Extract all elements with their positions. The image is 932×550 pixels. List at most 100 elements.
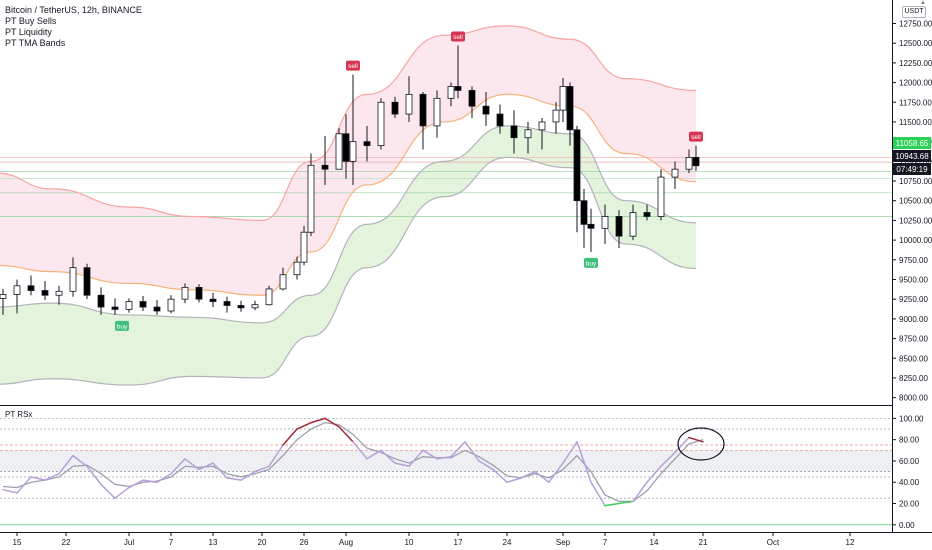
currency-badge[interactable]: USDT: [902, 6, 926, 18]
rsx-segment: [310, 417, 326, 424]
indicator-tma-bands[interactable]: PT TMA Bands: [5, 38, 66, 48]
price-tick-label: 8250.00: [899, 374, 928, 383]
rsx-tick-label: 100.00: [899, 414, 924, 423]
candle-body: [237, 305, 245, 309]
candle-body: [349, 141, 357, 162]
candle: [692, 145, 700, 171]
indicator-liquidity[interactable]: PT Liquidity: [5, 27, 52, 37]
candle: [300, 225, 308, 266]
rsx-neutral-zone: [0, 450, 892, 472]
candle: [419, 92, 427, 150]
candle-body: [405, 93, 413, 115]
rsx-pane[interactable]: [0, 417, 892, 526]
buy-signal[interactable]: buy: [584, 257, 598, 268]
annotation-circle[interactable]: [677, 427, 725, 461]
candle: [587, 208, 595, 252]
candle: [363, 125, 371, 162]
rsx-segment: [506, 477, 522, 483]
candle-body: [552, 109, 560, 123]
chevron-up-icon[interactable]: ▲: [920, 0, 926, 6]
mid-band-line: [0, 93, 697, 296]
time-tick-label: 10: [405, 538, 414, 547]
symbol-title[interactable]: Bitcoin / TetherUS, 12h, BINANCE: [5, 5, 142, 15]
rsx-tick-label: 20.00: [899, 500, 920, 509]
lowest-band-line: [0, 156, 697, 386]
time-tick-label: 12: [846, 538, 855, 547]
rsx-segment: [254, 465, 270, 473]
candle: [279, 267, 287, 291]
candle: [181, 283, 189, 304]
rsx-segment: [30, 476, 46, 481]
candle: [685, 149, 693, 174]
rsx-segment: [58, 454, 74, 475]
candle: [349, 74, 357, 185]
signal-badge: [115, 320, 129, 331]
candle-body: [139, 301, 147, 308]
candle-body: [685, 156, 693, 170]
rsx-segment: [338, 426, 354, 443]
rsx-segment: [366, 449, 382, 460]
candle-body: [629, 212, 637, 237]
price-tick-label: 12000.00: [899, 79, 932, 88]
rsx-segment: [674, 436, 690, 454]
candle-body: [97, 294, 105, 308]
rsx-segment: [282, 428, 298, 446]
signal-label: sell: [348, 63, 358, 70]
rsx-segment: [170, 458, 186, 475]
hidden-price-text: 11058.65: [896, 139, 929, 148]
buy-signal[interactable]: buy: [115, 320, 129, 331]
time-axis[interactable]: 15 22 Jul 7 13 20 26 Aug 10 17 24 Sep 7 14 21 Oct 12: [0, 532, 932, 547]
time-tick-label: 24: [503, 538, 512, 547]
candle-body: [41, 290, 49, 296]
candle: [538, 118, 546, 150]
candle-body: [580, 200, 588, 225]
rsx-axis[interactable]: 0.00 20.00 40.00 60.00 80.00 100.00: [892, 414, 924, 530]
candle: [496, 104, 504, 134]
hidden-price-tag: [893, 137, 931, 149]
sell-signal[interactable]: sell: [451, 31, 465, 42]
price-pane[interactable]: buy sell sell buy sell: [0, 25, 892, 386]
sell-signal[interactable]: sell: [346, 60, 360, 71]
candle-body: [671, 168, 679, 178]
candle-body: [538, 121, 546, 131]
rsx-segment: [688, 436, 704, 443]
candle-body: [447, 86, 455, 99]
candle: [195, 284, 203, 303]
candle-body: [293, 261, 301, 276]
candle: [125, 298, 133, 313]
candlesticks: [0, 45, 700, 315]
rsx-segment: [142, 479, 158, 483]
rsx-segment: [660, 451, 676, 468]
rsx-segment: [646, 465, 662, 483]
rsx-segment: [100, 483, 116, 499]
candle-body: [419, 93, 427, 127]
price-tick-label: 12500.00: [899, 39, 932, 48]
price-tick-label: 8000.00: [899, 394, 928, 403]
rsx-levels: [0, 418, 892, 526]
candle: [447, 82, 455, 107]
countdown-text: 07:49:19: [896, 165, 928, 174]
candle: [468, 86, 476, 119]
rsx-title[interactable]: PT RSx: [5, 410, 33, 419]
candle: [454, 45, 462, 99]
rsx-segment: [534, 470, 550, 483]
rsx-segment: [44, 472, 60, 481]
rsx-segment: [464, 441, 480, 462]
candle-body: [510, 125, 518, 139]
candle-body: [55, 290, 63, 296]
indicator-buy-sells[interactable]: PT Buy Sells: [5, 16, 57, 26]
candle-body: [496, 113, 504, 127]
candle: [671, 161, 679, 189]
rsx-segment: [72, 454, 88, 468]
sell-signal[interactable]: sell: [689, 131, 703, 142]
candle: [69, 257, 77, 297]
candle: [83, 263, 91, 300]
candle-body: [573, 129, 581, 202]
price-tick-label: 9000.00: [899, 315, 928, 324]
price-axis[interactable]: 8000.00 8250.00 8500.00 8750.00 9000.00 9250.…: [892, 0, 932, 532]
candle-body: [524, 129, 532, 139]
signal-badge: [584, 257, 598, 268]
candle: [482, 92, 490, 126]
candle: [580, 188, 588, 248]
